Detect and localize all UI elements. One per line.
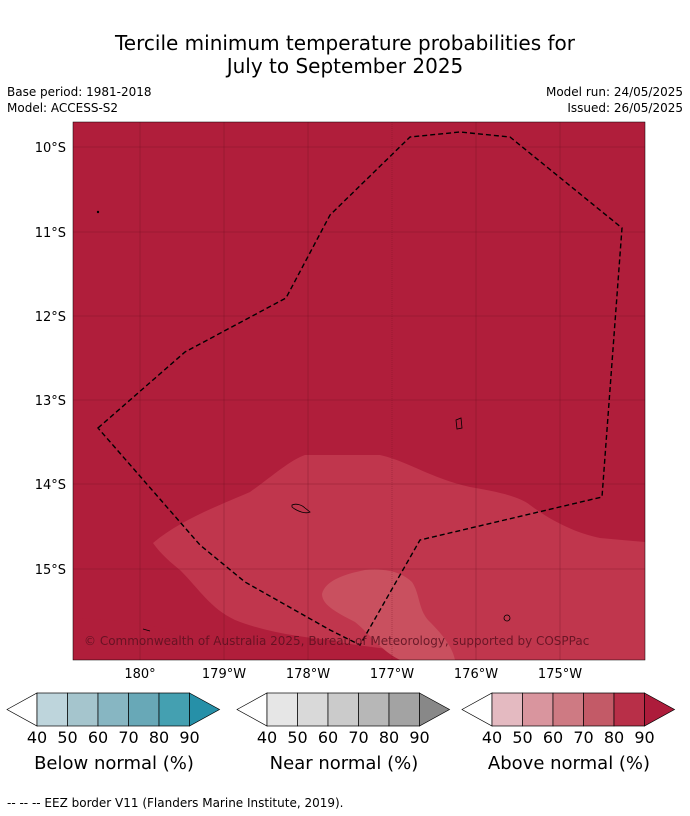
eez-border [97, 131, 623, 646]
colorbar-extend-high [189, 692, 221, 727]
colorbar-segment [552, 692, 584, 727]
colorbar-segment [266, 692, 298, 727]
colorbar-tick-label: 60 [88, 728, 108, 747]
colorbar-tick-label: 80 [379, 728, 399, 747]
colorbar-tick-label: 50 [57, 728, 77, 747]
colorbar-segment [358, 692, 390, 727]
island-main [291, 503, 311, 514]
colorbar-tick-label: 70 [348, 728, 368, 747]
colorbar-extend-low [461, 692, 493, 727]
lon-label: 175°W [538, 667, 582, 682]
colorbar-label-above: Above normal (%) [487, 753, 651, 774]
colorbar-tick-label: 80 [149, 728, 169, 747]
colorbar-tick-label: 50 [512, 728, 532, 747]
colorbar-label-near: Near normal (%) [269, 753, 419, 774]
model-name: Model: ACCESS-S2 [7, 101, 119, 115]
colorbar-segment [613, 692, 645, 727]
colorbar-segment [522, 692, 554, 727]
colorbar-tick-label: 90 [409, 728, 429, 747]
base-period: Base period: 1981-2018 [7, 85, 152, 99]
copyright-notice: © Commonwealth of Australia 2025, Bureau… [84, 634, 589, 648]
colorbar-segment [327, 692, 359, 727]
chart-title-line1: Tercile minimum temperature probabilitie… [114, 31, 576, 55]
chart-title-line2: July to September 2025 [226, 54, 464, 78]
colorbar-segment [583, 692, 615, 727]
colorbar-near-normal: 40 50 60 70 80 90 [236, 692, 451, 747]
colorbar-tick-label: 50 [287, 728, 307, 747]
colorbar-tick-label: 40 [482, 728, 502, 747]
islands [96, 210, 511, 632]
colorbar-tick-label: 90 [179, 728, 199, 747]
colorbar-tick-label: 90 [634, 728, 654, 747]
colorbar-extend-high [419, 692, 451, 727]
colorbar-tick-label: 70 [118, 728, 138, 747]
colorbar-segment [36, 692, 68, 727]
issued-date: Issued: 26/05/2025 [567, 101, 683, 115]
lon-labels: 180° 179°W 178°W 177°W 176°W 175°W [124, 667, 582, 682]
colorbar-extend-low [6, 692, 38, 727]
lat-label: 14°S [35, 478, 66, 493]
colorbar-below-normal: 40 50 60 70 80 90 [6, 692, 221, 747]
island-small-east [455, 417, 463, 430]
colorbar-tick-label: 60 [543, 728, 563, 747]
lon-label: 180° [124, 667, 155, 682]
model-run: Model run: 24/05/2025 [545, 85, 683, 99]
colorbar-tick-label: 40 [257, 728, 277, 747]
colorbar-above-normal: 40 50 60 70 80 90 [461, 692, 676, 747]
colorbar-tick-label: 60 [318, 728, 338, 747]
island-southwest [142, 628, 151, 632]
lat-label: 13°S [35, 394, 66, 409]
lat-labels: 10°S 11°S 12°S 13°S 14°S 15°S [35, 141, 66, 578]
lat-label: 12°S [35, 310, 66, 325]
lat-label: 15°S [35, 563, 66, 578]
lat-label: 11°S [35, 226, 66, 241]
colorbar-extend-high [644, 692, 676, 727]
map-figure: 10°S 11°S 12°S 13°S 14°S 15°S 180° 179°W… [6, 121, 676, 747]
colorbar-segment [158, 692, 190, 727]
colorbar-segment [388, 692, 420, 727]
region-above-60-70 [322, 569, 455, 660]
colorbar-segment [491, 692, 523, 727]
map-gridlines [73, 122, 645, 660]
colorbar-segment [297, 692, 329, 727]
lon-label: 177°W [370, 667, 414, 682]
region-above-80-90-lower [73, 618, 260, 660]
colorbar-extend-low [236, 692, 268, 727]
island-southeast [503, 614, 511, 622]
lon-label: 179°W [202, 667, 246, 682]
colorbar-tick-label: 80 [604, 728, 624, 747]
colorbar-tick-label: 70 [573, 728, 593, 747]
map-frame [72, 121, 646, 661]
colorbar-label-below: Below normal (%) [34, 753, 194, 774]
colorbar-segment [97, 692, 129, 727]
lon-label: 176°W [454, 667, 498, 682]
colorbar-tick-label: 40 [27, 728, 47, 747]
eez-footnote: -- -- -- EEZ border V11 (Flanders Marine… [7, 796, 344, 810]
island-northwest [96, 210, 100, 214]
colorbar-segment [67, 692, 99, 727]
lon-label: 178°W [286, 667, 330, 682]
lat-label: 10°S [35, 141, 66, 156]
colorbar-segment [128, 692, 160, 727]
region-above-70-80 [153, 455, 645, 660]
